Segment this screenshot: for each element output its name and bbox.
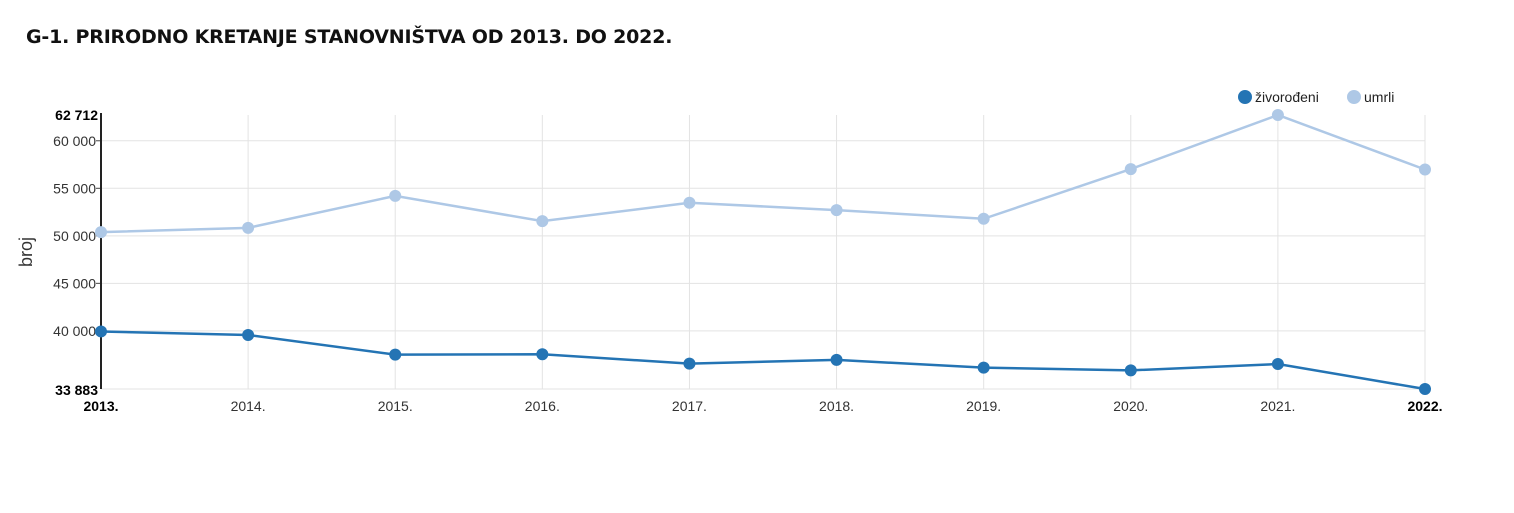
y-min-label: 33 883 — [55, 382, 98, 398]
series-line-umrli — [100, 113, 1426, 234]
y-axis-ticks: 40 000 45 000 50 000 55 000 60 000 62 712 33 8… — [53, 107, 98, 398]
legend-marker[interactable] — [1238, 90, 1252, 104]
data-point[interactable] — [536, 215, 549, 228]
x-tick-label: 2021. — [1260, 398, 1295, 414]
series-layer — [95, 109, 1431, 395]
y-axis-label: broj — [16, 237, 36, 267]
x-tick-label: 2014. — [231, 398, 266, 414]
y-tick-label: 45 000 — [53, 275, 96, 291]
data-point[interactable] — [1419, 383, 1431, 395]
x-tick-label: 2015. — [378, 398, 413, 414]
data-point[interactable] — [683, 196, 696, 209]
data-point[interactable] — [95, 226, 107, 239]
y-tick-label: 40 000 — [53, 323, 96, 339]
data-point[interactable] — [830, 353, 843, 366]
data-point[interactable] — [977, 212, 990, 225]
legend[interactable]: živorođeni umrli — [1238, 89, 1394, 105]
data-point[interactable] — [1124, 163, 1137, 176]
x-tick-label: 2018. — [819, 398, 854, 414]
data-point[interactable] — [1271, 358, 1284, 371]
gridlines — [101, 115, 1426, 390]
legend-entry[interactable]: živorođeni — [1255, 89, 1319, 105]
x-tick-label: 2020. — [1113, 398, 1148, 414]
y-tick-label: 60 000 — [53, 133, 96, 149]
x-tick-label: 2016. — [525, 398, 560, 414]
chart-title: G-1. PRIRODNO KRETANJE STANOVNIŠTVA OD 2… — [26, 26, 673, 48]
data-point[interactable] — [95, 325, 107, 338]
axes — [96, 113, 102, 389]
x-tick-label: 2022. — [1407, 398, 1442, 414]
data-point[interactable] — [389, 189, 402, 202]
legend-marker[interactable] — [1347, 90, 1361, 104]
x-tick-label: 2019. — [966, 398, 1001, 414]
data-point[interactable] — [683, 357, 696, 370]
data-point[interactable] — [977, 361, 990, 374]
y-max-label: 62 712 — [55, 107, 98, 123]
data-point[interactable] — [1124, 364, 1137, 377]
x-tick-label: 2013. — [83, 398, 118, 414]
x-tick-label: 2017. — [672, 398, 707, 414]
data-point[interactable] — [1271, 109, 1284, 121]
data-point[interactable] — [242, 328, 255, 341]
data-point[interactable] — [1419, 163, 1431, 176]
series-line-zivorodeni — [100, 330, 1426, 391]
data-point[interactable] — [830, 204, 843, 217]
data-point[interactable] — [242, 221, 255, 234]
data-point[interactable] — [389, 348, 402, 361]
legend-entry[interactable]: umrli — [1364, 89, 1394, 105]
y-tick-label: 50 000 — [53, 228, 96, 244]
x-axis-ticks: 2013. 2014. 2015. 2016. 2017. 2018. 2019. 2020.… — [83, 398, 1442, 414]
y-tick-label: 55 000 — [53, 180, 96, 196]
data-point[interactable] — [536, 348, 549, 361]
